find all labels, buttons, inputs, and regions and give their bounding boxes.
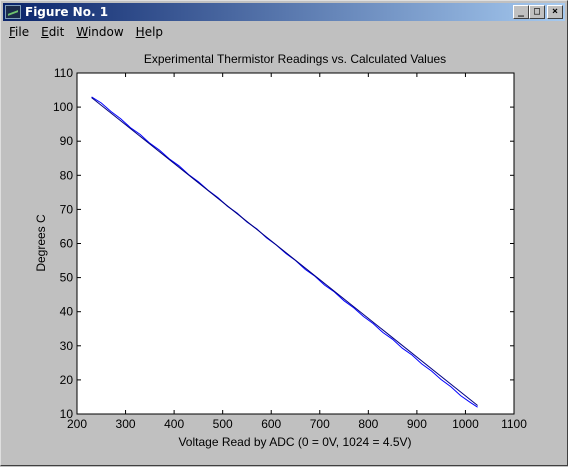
maximize-icon: □ [533, 6, 541, 17]
menu-help-label: elp [144, 24, 164, 39]
window-title: Figure No. 1 [25, 5, 109, 19]
x-tick-label: 400 [164, 417, 184, 431]
chart-svg: Experimental Thermistor Readings vs. Cal… [34, 52, 527, 449]
close-button[interactable]: × [547, 5, 563, 19]
menu-window[interactable]: Window [70, 25, 129, 39]
x-tick-label: 700 [310, 417, 330, 431]
title-bar[interactable]: Figure No. 1 _ □ × [3, 3, 565, 21]
y-tick-label: 110 [54, 66, 73, 80]
x-tick-label: 600 [261, 417, 281, 431]
y-tick-label: 60 [60, 237, 74, 251]
menu-window-label: indow [87, 24, 124, 39]
x-tick-label: 900 [407, 417, 427, 431]
menu-help-mnemonic: H [135, 24, 145, 39]
x-tick-label: 200 [67, 417, 87, 431]
y-tick-label: 10 [60, 407, 74, 421]
series-layer [91, 96, 478, 408]
menu-file[interactable]: File [3, 25, 35, 39]
y-tick-label: 90 [60, 134, 74, 148]
menu-file-mnemonic: F [9, 24, 16, 39]
x-tick-label: 500 [213, 417, 233, 431]
x-tick-label: 1000 [452, 417, 479, 431]
series-line-1 [91, 97, 478, 406]
x-axis-label: Voltage Read by ADC (0 = 0V, 1024 = 4.5V… [178, 435, 411, 449]
menu-window-mnemonic: W [76, 24, 88, 39]
figure-app-icon[interactable] [5, 5, 21, 19]
y-tick-label: 30 [60, 339, 74, 353]
y-tick-label: 40 [60, 305, 74, 319]
x-tick-label: 300 [116, 417, 136, 431]
plot-area [76, 72, 515, 415]
y-tick-label: 20 [60, 373, 74, 387]
series-line-0 [91, 96, 478, 408]
window-controls: _ □ × [513, 5, 563, 19]
menu-edit-label: dit [48, 24, 65, 39]
minimize-icon: _ [517, 6, 525, 17]
x-tick-label: 1100 [501, 417, 527, 431]
menu-edit-mnemonic: E [41, 24, 49, 39]
x-tick-label: 800 [358, 417, 378, 431]
y-tick-label: 50 [60, 271, 74, 285]
maximize-button[interactable]: □ [529, 5, 545, 19]
y-tick-label: 70 [60, 202, 74, 216]
menu-file-label: ile [15, 24, 30, 39]
y-tick-label: 100 [53, 100, 73, 114]
chart-title: Experimental Thermistor Readings vs. Cal… [144, 52, 446, 66]
figure-canvas: Experimental Thermistor Readings vs. Cal… [3, 42, 565, 463]
menu-help[interactable]: Help [130, 25, 169, 39]
y-tick-label: 80 [60, 168, 74, 182]
x-axis: 200 300 400 500 600 700 800 900 1000 1100 [67, 73, 527, 431]
menu-bar: File Edit Window Help [3, 22, 565, 41]
y-axis-label: Degrees C [34, 214, 48, 272]
minimize-button[interactable]: _ [513, 5, 529, 19]
close-icon: × [551, 6, 559, 17]
menu-edit[interactable]: Edit [35, 25, 70, 39]
y-axis: 10 20 30 40 50 60 70 80 90 100 110 [53, 66, 514, 421]
